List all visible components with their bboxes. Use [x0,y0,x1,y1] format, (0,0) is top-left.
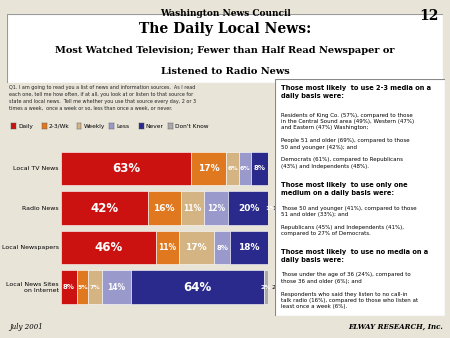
Text: 5%: 5% [77,285,88,290]
Text: ELWAY RESEARCH, Inc.: ELWAY RESEARCH, Inc. [348,322,443,331]
Text: Those most likely  to use 2-3 media on a
daily basis were:: Those most likely to use 2-3 media on a … [281,85,432,99]
Text: 11%: 11% [158,243,176,252]
Text: Daily: Daily [18,124,33,129]
Text: The Daily Local News:: The Daily Local News: [139,22,311,36]
Text: 8%: 8% [63,284,75,290]
Text: 14%: 14% [108,283,126,292]
Bar [229,191,270,225]
Bar [148,191,181,225]
Text: 1%: 1% [266,206,276,211]
Text: Most Watched Television; Fewer than Half Read Newspaper or: Most Watched Television; Fewer than Half… [55,46,395,55]
Text: 12%: 12% [207,203,225,213]
Text: Don't Know: Don't Know [175,124,208,129]
Text: 2%: 2% [260,285,271,290]
Bar [61,191,148,225]
Text: Local Newspapers: Local Newspapers [1,245,58,250]
Bar [77,270,88,304]
Text: Local News Sites
on Internet: Local News Sites on Internet [6,282,59,292]
Bar [61,152,191,185]
Text: 17%: 17% [198,164,220,173]
Bar [270,191,272,225]
Bar [239,152,251,185]
Text: Never: Never [146,124,164,129]
Text: 42%: 42% [90,201,118,215]
Text: 16%: 16% [153,203,175,213]
Bar [214,231,230,264]
Bar [61,231,156,264]
Text: 2-3/Wk: 2-3/Wk [49,124,70,129]
Bar [230,231,268,264]
Bar [179,231,214,264]
Text: Those most likely  to use no media on a
daily basis were:: Those most likely to use no media on a d… [281,249,428,263]
Text: Local TV News: Local TV News [13,166,58,171]
FancyBboxPatch shape [7,14,443,83]
FancyBboxPatch shape [274,79,445,316]
Text: 7%: 7% [90,285,100,290]
Text: Those under the age of 36 (24%), compared to
those 36 and older (6%); and

Respo: Those under the age of 36 (24%), compare… [281,272,418,310]
Text: 11%: 11% [183,203,201,213]
Bar [181,191,203,225]
Text: Less: Less [117,124,130,129]
Text: Those most likely  to use only one
medium on a daily basis were:: Those most likely to use only one medium… [281,182,408,196]
Text: Washington News Council: Washington News Council [160,9,290,19]
Bar [191,152,226,185]
Text: 2%: 2% [272,285,282,290]
Bar [88,270,102,304]
Bar [264,270,268,304]
Bar [156,231,179,264]
Text: 18%: 18% [238,243,260,252]
Bar [102,270,131,304]
Text: Radio News: Radio News [22,206,58,211]
Text: 1%: 1% [272,206,282,211]
Text: July 2001: July 2001 [9,322,43,331]
Bar [226,152,239,185]
Text: Weekly: Weekly [84,124,105,129]
Bar [131,270,264,304]
Text: 6%: 6% [227,166,238,171]
Bar [251,152,268,185]
Text: 64%: 64% [183,281,211,294]
Text: Those 50 and younger (41%), compared to those
51 and older (33%); and

Republica: Those 50 and younger (41%), compared to … [281,206,417,236]
Text: Residents of King Co. (57%), compared to those
in the Central Sound area (49%), : Residents of King Co. (57%), compared to… [281,113,414,169]
Bar [203,191,229,225]
Text: 20%: 20% [238,203,260,213]
Text: Q1. I am going to read you a list of news and information sources.  As I read
ea: Q1. I am going to read you a list of new… [9,85,196,111]
Text: 17%: 17% [185,243,207,252]
Text: 8%: 8% [253,166,266,171]
Text: 6%: 6% [239,166,250,171]
Text: 12: 12 [419,9,439,23]
Bar [61,270,77,304]
Text: 63%: 63% [112,162,140,175]
Text: 46%: 46% [94,241,122,254]
Text: 8%: 8% [216,245,228,250]
Text: Listened to Radio News: Listened to Radio News [161,67,289,75]
